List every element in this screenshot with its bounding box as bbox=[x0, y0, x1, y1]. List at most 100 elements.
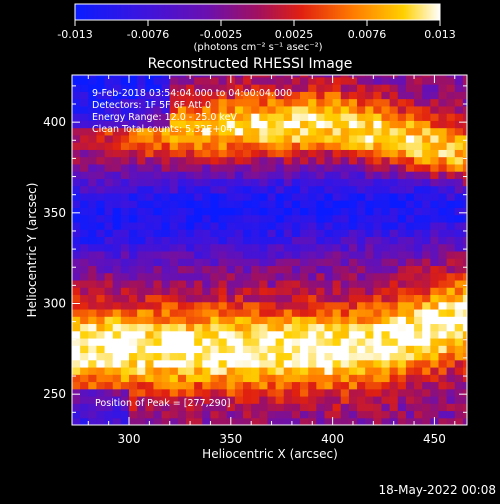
heatmap-pixel bbox=[365, 156, 374, 165]
heatmap-pixel bbox=[234, 417, 244, 425]
heatmap-pixel bbox=[348, 294, 358, 303]
heatmap-pixel bbox=[397, 359, 407, 368]
heatmap-pixel bbox=[210, 316, 220, 325]
heatmap-pixel bbox=[397, 272, 407, 281]
heatmap-pixel bbox=[88, 214, 98, 223]
heatmap-pixel bbox=[340, 98, 350, 107]
heatmap-pixel bbox=[169, 395, 179, 404]
heatmap-pixel bbox=[96, 265, 106, 274]
heatmap-pixel bbox=[251, 178, 260, 187]
heatmap-pixel bbox=[381, 134, 391, 143]
heatmap-pixel bbox=[446, 250, 456, 259]
heatmap-pixel bbox=[414, 200, 423, 208]
heatmap-pixel bbox=[373, 98, 383, 107]
heatmap-pixel bbox=[430, 91, 440, 100]
heatmap-pixel bbox=[137, 120, 146, 129]
heatmap-pixel bbox=[389, 330, 399, 339]
heatmap-pixel bbox=[405, 120, 415, 129]
heatmap-pixel bbox=[454, 352, 464, 361]
heatmap-pixel bbox=[177, 395, 187, 404]
heatmap-pixel bbox=[104, 374, 114, 383]
heatmap-pixel bbox=[226, 229, 236, 237]
heatmap-pixel bbox=[308, 294, 317, 303]
heatmap-pixel bbox=[243, 142, 252, 150]
heatmap-pixel bbox=[267, 171, 277, 179]
heatmap-pixel bbox=[259, 316, 269, 325]
heatmap-pixel bbox=[243, 229, 252, 237]
heatmap-pixel bbox=[153, 308, 163, 317]
heatmap-pixel bbox=[112, 113, 122, 121]
heatmap-pixel bbox=[405, 330, 415, 339]
heatmap-pixel bbox=[373, 142, 383, 150]
heatmap-pixel bbox=[202, 75, 212, 78]
heatmap-pixel bbox=[153, 410, 163, 419]
heatmap-pixel bbox=[137, 287, 146, 296]
heatmap-pixel bbox=[381, 178, 391, 187]
heatmap-pixel bbox=[161, 410, 171, 419]
heatmap-pixel bbox=[397, 417, 407, 425]
heatmap-pixel bbox=[340, 163, 350, 172]
heatmap-pixel bbox=[210, 308, 220, 317]
heatmap-pixel bbox=[259, 113, 269, 121]
heatmap-pixel bbox=[243, 243, 252, 252]
heatmap-pixel bbox=[112, 279, 122, 288]
heatmap-pixel bbox=[194, 134, 203, 143]
heatmap-pixel bbox=[291, 381, 301, 390]
colorbar-tick-label: 0.0025 bbox=[275, 28, 314, 41]
heatmap-pixel bbox=[454, 163, 464, 172]
heatmap-pixel bbox=[332, 272, 342, 281]
heatmap-pixel bbox=[324, 279, 334, 288]
heatmap-pixel bbox=[202, 287, 212, 296]
heatmap-pixel bbox=[348, 171, 358, 179]
heatmap-pixel bbox=[104, 142, 114, 150]
heatmap-pixel bbox=[446, 359, 456, 368]
heatmap-pixel bbox=[332, 221, 342, 230]
heatmap-pixel bbox=[422, 84, 431, 92]
heatmap-pixel bbox=[422, 366, 431, 375]
heatmap-pixel bbox=[422, 301, 431, 310]
heatmap-pixel bbox=[405, 178, 415, 187]
heatmap-pixel bbox=[373, 200, 383, 208]
heatmap-pixel bbox=[153, 113, 163, 121]
heatmap-pixel bbox=[275, 178, 285, 187]
heatmap-pixel bbox=[145, 105, 155, 114]
heatmap-pixel bbox=[438, 352, 448, 361]
heatmap-pixel bbox=[194, 84, 203, 92]
heatmap-pixel bbox=[169, 163, 179, 172]
heatmap-pixel bbox=[243, 120, 252, 129]
heatmap-pixel bbox=[348, 272, 358, 281]
heatmap-pixel bbox=[243, 105, 252, 114]
heatmap-pixel bbox=[72, 134, 81, 143]
heatmap-pixel bbox=[72, 185, 81, 194]
heatmap-pixel bbox=[316, 192, 326, 201]
heatmap-pixel bbox=[381, 200, 391, 208]
heatmap-pixel bbox=[210, 323, 220, 332]
heatmap-pixel bbox=[454, 127, 464, 136]
heatmap-pixel bbox=[194, 221, 203, 230]
heatmap-pixel bbox=[202, 352, 212, 361]
heatmap-pixel bbox=[112, 229, 122, 237]
heatmap-pixel bbox=[308, 236, 317, 245]
heatmap-pixel bbox=[332, 229, 342, 237]
heatmap-pixel bbox=[259, 410, 269, 419]
heatmap-pixel bbox=[137, 359, 146, 368]
heatmap-pixel bbox=[153, 236, 163, 245]
heatmap-pixel bbox=[80, 142, 89, 150]
heatmap-pixel bbox=[324, 200, 334, 208]
heatmap-pixel bbox=[243, 287, 252, 296]
heatmap-pixel bbox=[169, 337, 179, 346]
heatmap-pixel bbox=[251, 381, 260, 390]
heatmap-pixel bbox=[332, 294, 342, 303]
heatmap-pixel bbox=[283, 98, 293, 107]
heatmap-pixel bbox=[324, 366, 334, 375]
heatmap-pixel bbox=[300, 287, 309, 296]
heatmap-pixel bbox=[177, 84, 187, 92]
heatmap-pixel bbox=[145, 178, 155, 187]
heatmap-pixel bbox=[259, 91, 269, 100]
heatmap-pixel bbox=[389, 200, 399, 208]
heatmap-pixel bbox=[332, 359, 342, 368]
heatmap-pixel bbox=[186, 113, 195, 121]
heatmap-pixel bbox=[88, 330, 98, 339]
heatmap-pixel bbox=[234, 345, 244, 354]
heatmap-pixel bbox=[210, 279, 220, 288]
